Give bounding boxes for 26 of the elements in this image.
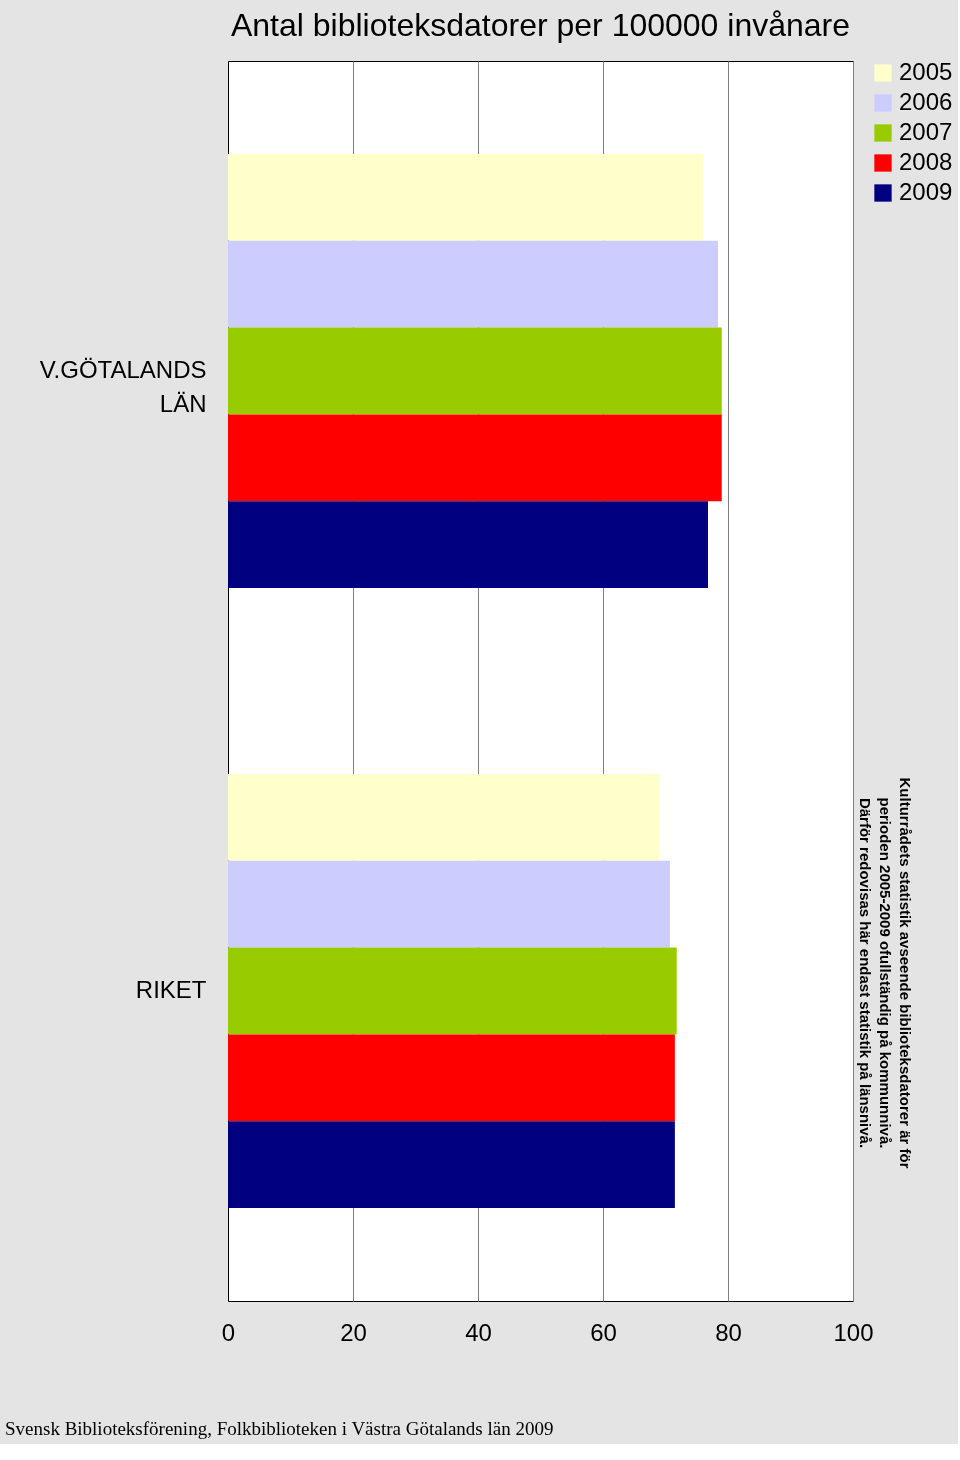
- x-tick-label: 20: [340, 1318, 367, 1346]
- bar: [228, 414, 722, 502]
- legend-label: 2005: [899, 58, 953, 85]
- chart-title: Antal biblioteksdatorer per 100000 invånare: [230, 7, 851, 43]
- x-tick-label: 60: [590, 1318, 617, 1346]
- bar: [228, 154, 703, 241]
- x-tick-label: 100: [833, 1318, 874, 1346]
- text: Svensk Biblioteksförening, Folkbiblioteken i Västra Götalands län 2009: [5, 1418, 554, 1439]
- bar: [228, 327, 722, 415]
- text: Kulturrådets statistik avseende biblioteksdatorer är för perioden 2005-2009 ofullständig på kommunnivå. Därför redovisas här endast statistik på länsnivå.: [857, 777, 914, 1169]
- x-tick-label: 40: [465, 1318, 492, 1346]
- bar: [228, 774, 660, 861]
- y-tick-label: RIKET: [135, 976, 207, 1003]
- legend-label: 2008: [899, 148, 953, 175]
- y-tick-label: V.GÖTALANDS LÄN: [39, 356, 207, 417]
- bar: [228, 1034, 675, 1122]
- bar: [228, 240, 718, 328]
- legend-label: 2009: [899, 178, 953, 205]
- x-tick-label: 80: [715, 1318, 742, 1346]
- bar: [228, 860, 670, 948]
- x-tick-label: 0: [221, 1318, 236, 1346]
- bar: [228, 947, 677, 1035]
- legend-label: 2007: [899, 118, 953, 145]
- bar: [228, 501, 708, 588]
- legend-label: 2006: [899, 88, 953, 115]
- bar: [228, 1121, 675, 1208]
